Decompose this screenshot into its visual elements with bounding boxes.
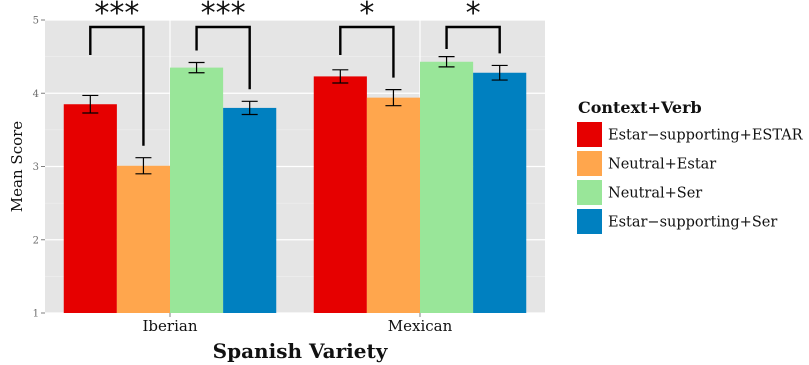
bar xyxy=(366,97,420,314)
bar xyxy=(420,61,474,313)
legend-label: Neutral+Ser xyxy=(608,186,702,202)
bar xyxy=(223,107,277,314)
significance-label: * xyxy=(466,0,481,31)
bars xyxy=(63,61,527,314)
error-bars xyxy=(82,56,508,175)
significance-bracket xyxy=(195,25,251,90)
bar xyxy=(170,67,224,313)
significance-bracket xyxy=(89,25,145,146)
x-axis-ticks: Iberian Mexican xyxy=(143,313,453,335)
significance-bracket xyxy=(339,25,395,78)
bar xyxy=(313,76,367,313)
bar xyxy=(63,104,117,313)
x-tick-label: Iberian xyxy=(143,317,198,335)
y-axis-label: Mean Score xyxy=(8,121,26,212)
bar xyxy=(116,165,170,313)
significance-label: *** xyxy=(201,0,246,31)
y-tick-label: 5 xyxy=(33,16,39,27)
x-axis-label: Spanish Variety xyxy=(213,339,389,363)
significance-brackets: *** *** * * xyxy=(89,0,501,146)
y-tick-label: 3 xyxy=(33,162,39,173)
y-tick-label: 1 xyxy=(33,309,39,320)
y-tick-label: 4 xyxy=(33,89,39,100)
y-axis-ticks: 1 2 3 4 5 xyxy=(33,16,45,320)
legend-label: Estar−supporting+Ser xyxy=(608,215,777,231)
legend-label: Estar−supporting+ESTAR xyxy=(608,128,804,144)
significance-label: * xyxy=(359,0,374,31)
legend-swatch xyxy=(577,122,602,147)
legend-swatch xyxy=(577,180,602,205)
legend-swatch xyxy=(577,209,602,234)
x-tick-label: Mexican xyxy=(388,317,453,335)
significance-bracket xyxy=(445,25,501,54)
significance-label: *** xyxy=(94,0,139,31)
legend-swatch xyxy=(577,151,602,176)
bar xyxy=(473,72,527,314)
legend-label: Neutral+Estar xyxy=(608,157,716,173)
legend: Context+Verb Estar−supporting+ESTAR Neutr… xyxy=(577,98,804,234)
legend-title: Context+Verb xyxy=(578,98,702,117)
y-tick-label: 2 xyxy=(33,235,39,246)
